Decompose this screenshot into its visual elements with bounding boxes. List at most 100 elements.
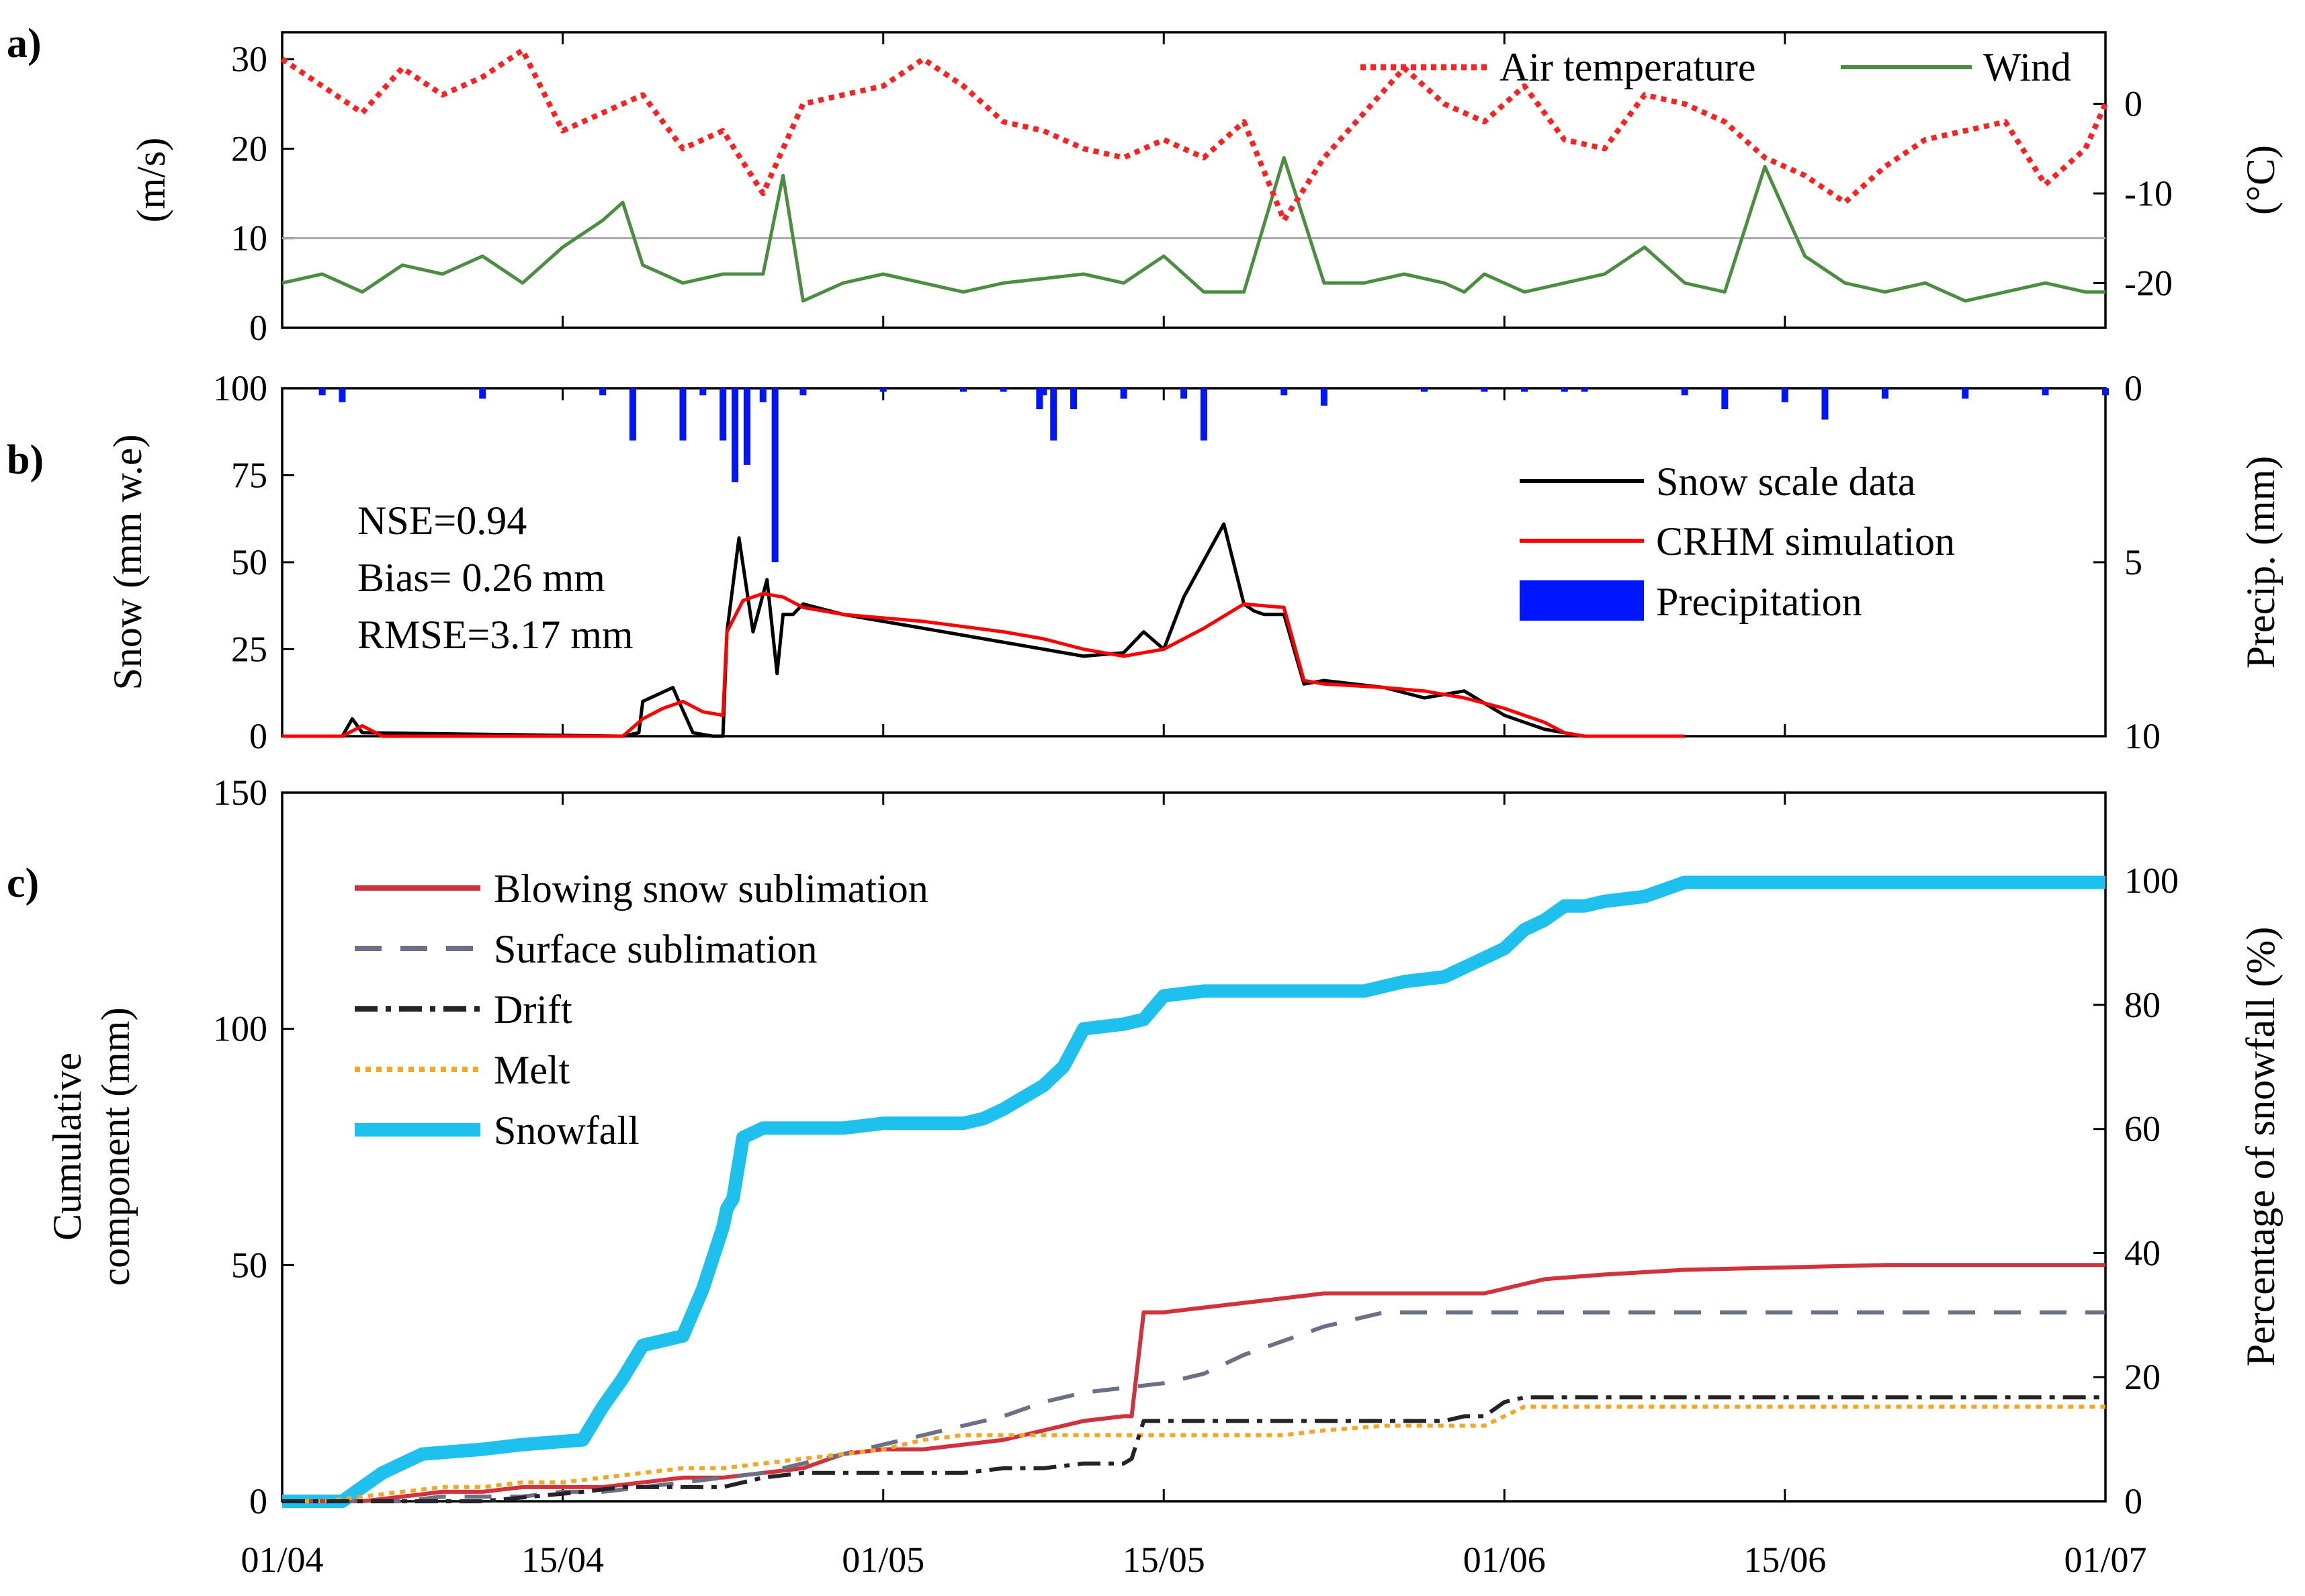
- precip-bar-7: [720, 388, 727, 441]
- precip-bar-6: [699, 388, 707, 396]
- precip-bar-33: [1821, 388, 1829, 420]
- x-tick-label-01-05: 01/05: [842, 1540, 924, 1580]
- precip-bar-23: [1280, 388, 1288, 396]
- panel-b-label: b): [7, 437, 44, 483]
- precip-bar-15: [1000, 388, 1007, 392]
- legend-c-label-blowing: Blowing snow sublimation: [494, 867, 928, 911]
- x-tick-label-01-07: 01/07: [2064, 1540, 2146, 1580]
- x-tick-label-15-05: 15/05: [1123, 1540, 1205, 1580]
- a-y2tick-label--20: -20: [2124, 263, 2173, 303]
- b-ytick-label-50: 50: [231, 542, 267, 582]
- blowing-snow-sublimation-line: [282, 1263, 2105, 1503]
- drift-line: [282, 1395, 2105, 1503]
- stat-bias: Bias= 0.26 mm: [357, 556, 605, 600]
- b-ytick-label-25: 25: [231, 629, 267, 670]
- legend-b-label-snow-scale: Snow scale data: [1656, 459, 1916, 504]
- x-tick-label-01-06: 01/06: [1463, 1540, 1546, 1580]
- b-y2tick-label-0: 0: [2124, 368, 2142, 408]
- b-ytick-label-100: 100: [213, 368, 267, 408]
- panel-a-label: a): [7, 21, 42, 66]
- x-tick-label-01-04: 01/04: [241, 1540, 323, 1580]
- precip-bar-17: [1036, 388, 1043, 410]
- precip-bar-36: [2042, 388, 2049, 396]
- precip-bar-32: [1781, 388, 1788, 402]
- c-y2tick-label-60: 60: [2124, 1109, 2161, 1149]
- chart-marks: 01/04 15/04 01/05 15/05 01/06 15/06 01/07 0 10 20…: [213, 32, 2179, 1580]
- precip-bar-29: [1581, 388, 1588, 392]
- legend-b-label-crhm: CRHM simulation: [1656, 519, 1955, 564]
- precip-bar-8: [732, 388, 739, 482]
- precip-bar-0: [318, 388, 326, 396]
- snowfall-line: [282, 875, 2105, 1508]
- panel-c-label: c): [7, 860, 39, 906]
- precip-bar-27: [1521, 388, 1528, 392]
- wind-series-line: [281, 156, 2105, 303]
- precip-bar-16: [1040, 388, 1047, 396]
- panel-c-frame: [281, 791, 2107, 1503]
- precip-bar-21: [1180, 388, 1188, 399]
- precip-bar-22: [1200, 388, 1207, 441]
- panel-c-ylabel-line2: component (mm): [93, 1008, 138, 1286]
- precip-bar-37: [2102, 388, 2109, 396]
- precip-bar-24: [1320, 388, 1328, 406]
- a-y2tick-label-0: 0: [2124, 84, 2142, 124]
- panel-c-y2label: Percentage of snowfall (%): [2238, 927, 2283, 1367]
- b-y2tick-label-5: 5: [2124, 542, 2142, 582]
- legend-c-label-surface: Surface sublimation: [494, 927, 818, 971]
- b-y2tick-label-10: 10: [2124, 716, 2161, 756]
- precip-bar-31: [1721, 388, 1729, 410]
- precip-bar-1: [339, 388, 346, 402]
- precip-bar-20: [1120, 388, 1127, 399]
- precip-bar-3: [599, 388, 607, 396]
- legend-b-label-precip: Precipitation: [1656, 580, 1862, 624]
- x-tick-label-15-04: 15/04: [521, 1540, 604, 1580]
- a-ytick-label-0: 0: [249, 308, 267, 348]
- surface-sublimation-line: [282, 1310, 2105, 1503]
- precip-bar-12: [799, 388, 807, 396]
- b-ytick-label-0: 0: [249, 716, 267, 756]
- precip-bar-30: [1681, 388, 1688, 396]
- legend-b-swatch-precip: [1520, 580, 1644, 621]
- a-y2tick-label--10: -10: [2124, 173, 2173, 214]
- precip-bar-11: [771, 388, 779, 562]
- legend-c-label-drift: Drift: [494, 987, 572, 1032]
- precip-bar-35: [1962, 388, 1969, 399]
- c-y2tick-label-20: 20: [2124, 1357, 2161, 1397]
- legend-c-label-snowfall: Snowfall: [494, 1108, 640, 1153]
- panel-a-y2label: (°C): [2238, 145, 2283, 215]
- a-ytick-label-10: 10: [231, 218, 267, 259]
- precip-bar-19: [1070, 388, 1078, 410]
- x-tick-label-15-06: 15/06: [1743, 1540, 1826, 1580]
- precip-bar-18: [1050, 388, 1057, 441]
- precip-bar-25: [1420, 388, 1428, 392]
- panel-c-ylabel-line1: Cumulative: [45, 1053, 89, 1241]
- legend-a-label-air-temperature: Air temperature: [1499, 45, 1755, 89]
- stat-nse: NSE=0.94: [357, 498, 527, 543]
- snow-scale-series-line: [282, 522, 1685, 738]
- crhm-simulation-series-line: [282, 592, 1685, 738]
- air-temperature-series-line: [280, 47, 2108, 223]
- precip-bar-4: [629, 388, 636, 441]
- c-ytick-label-150: 150: [213, 772, 267, 813]
- precip-bar-14: [960, 388, 967, 392]
- c-y2tick-label-40: 40: [2124, 1233, 2161, 1273]
- a-ytick-label-30: 30: [231, 39, 267, 79]
- c-ytick-label-50: 50: [231, 1245, 267, 1285]
- precip-bar-10: [759, 388, 767, 402]
- melt-line: [282, 1405, 2105, 1503]
- legend-c-label-melt: Melt: [494, 1048, 570, 1092]
- precip-bar-34: [1881, 388, 1888, 399]
- precip-bar-9: [743, 388, 750, 465]
- c-ytick-label-100: 100: [213, 1009, 267, 1049]
- precip-bar-5: [679, 388, 687, 441]
- legend-a: Air temperature Wind: [1360, 45, 2071, 89]
- c-y2tick-label-0: 0: [2124, 1481, 2142, 1521]
- c-ytick-label-0: 0: [249, 1481, 267, 1521]
- precip-bar-28: [1561, 388, 1568, 392]
- legend-c: Blowing snow sublimation Surface sublima…: [355, 867, 928, 1153]
- stat-rmse: RMSE=3.17 mm: [357, 613, 634, 657]
- panel-b-y2label: Precip. (mm): [2238, 456, 2283, 669]
- c-y2tick-label-80: 80: [2124, 985, 2161, 1025]
- panel-a-ylabel: (m/s): [129, 138, 173, 223]
